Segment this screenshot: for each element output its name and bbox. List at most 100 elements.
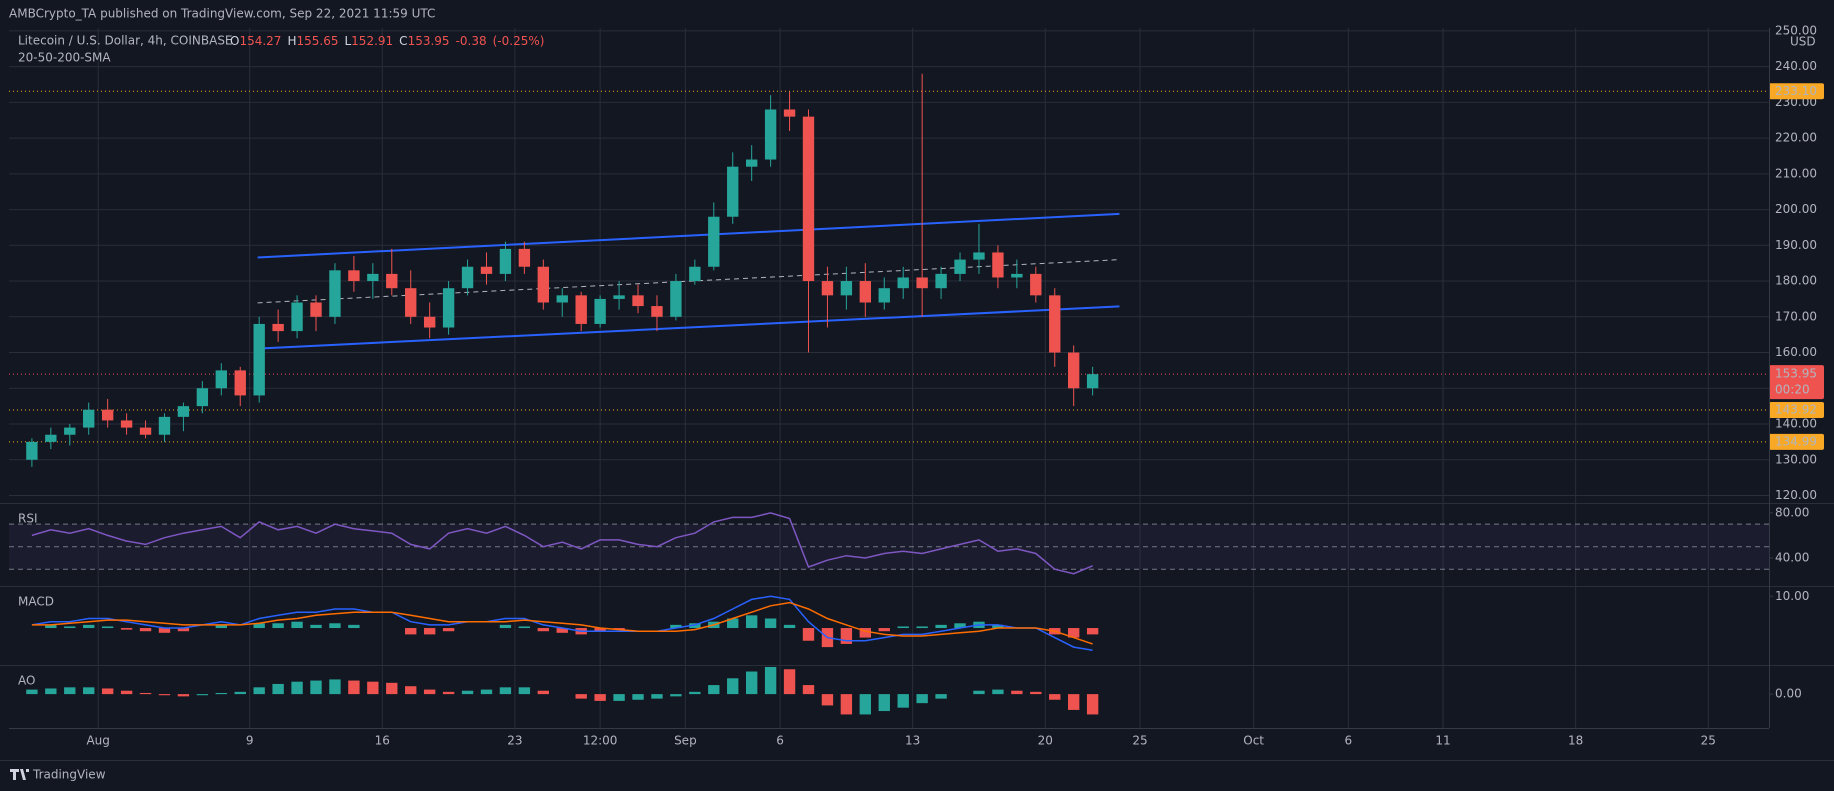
ao-bar — [234, 691, 246, 695]
y-tick-label: 140.00 — [1775, 417, 1817, 431]
ao-bar — [367, 681, 379, 695]
candle-body — [386, 273, 398, 289]
ao-bar — [83, 687, 95, 695]
histogram-bar — [253, 623, 265, 629]
histogram-bar — [45, 624, 57, 629]
histogram-bar — [859, 628, 872, 638]
histogram-bar — [802, 628, 815, 641]
candle-body — [613, 295, 625, 299]
ao-bar — [575, 694, 587, 699]
candle-body — [461, 266, 474, 289]
ao-bar — [405, 686, 417, 695]
histogram-bar — [897, 626, 909, 629]
y-tick-label: 40.00 — [1775, 550, 1809, 564]
candle-body — [745, 159, 758, 167]
y-tick-label: 210.00 — [1775, 166, 1817, 180]
symbol-legend: Litecoin / U.S. Dollar, 4h, COINBASE — [18, 34, 233, 48]
level-label: 233.10 — [1775, 84, 1817, 98]
x-tick-label: 20 — [1038, 734, 1053, 748]
x-tick-label: 9 — [246, 734, 254, 748]
ao-bar — [101, 688, 114, 695]
candle-body — [272, 323, 284, 332]
ohlc-label: O — [230, 34, 239, 48]
candle-body — [1011, 273, 1023, 278]
y-tick-label: 190.00 — [1775, 238, 1817, 252]
last-price-box — [1769, 365, 1824, 400]
x-tick-label: 23 — [507, 734, 522, 748]
ao-bar — [45, 688, 57, 695]
candle-body — [783, 109, 796, 117]
candle-body — [1030, 273, 1042, 296]
ohlc-value: 152.91 — [351, 34, 393, 48]
candle-body — [310, 302, 322, 317]
pane-separator — [0, 586, 1834, 587]
x-tick-label: 16 — [375, 734, 390, 748]
ao-bar — [215, 692, 227, 695]
ao-bar — [802, 685, 815, 695]
ao-bar — [916, 694, 928, 704]
x-tick-label: 6 — [776, 734, 784, 748]
ao-bar — [310, 680, 322, 695]
footer: TradingView — [32, 768, 106, 782]
ao-bar — [196, 694, 209, 696]
candle-body — [916, 277, 928, 289]
last-price-label: 153.95 — [1775, 367, 1817, 381]
candle-body — [1067, 352, 1080, 389]
candle-body — [64, 427, 76, 435]
ao-bar — [253, 687, 265, 695]
y-tick-label: 80.00 — [1775, 505, 1809, 519]
ao-bar — [1011, 690, 1023, 695]
candle-body — [954, 259, 966, 274]
ao-bar — [499, 687, 512, 695]
ao-bar — [1049, 694, 1061, 700]
candle-body — [878, 288, 890, 303]
candle-body — [101, 409, 114, 421]
ao-bar — [935, 694, 947, 699]
candle-body — [689, 266, 701, 282]
candle-body — [537, 266, 549, 303]
ohlc-label: H — [287, 34, 296, 48]
histogram-bar — [556, 628, 568, 633]
y-tick-label: 10.00 — [1775, 589, 1809, 603]
ao-bar — [878, 694, 890, 712]
candle-body — [26, 441, 38, 460]
histogram-bar — [954, 623, 966, 629]
candle-body — [120, 420, 133, 428]
ao-bar — [840, 694, 853, 715]
histogram-bar — [764, 618, 777, 629]
candle-body — [348, 270, 360, 282]
ao-bar — [139, 692, 152, 695]
x-tick-label: 11 — [1435, 734, 1450, 748]
ohlc-value: 153.95 — [408, 34, 450, 48]
candle-body — [897, 277, 909, 289]
candle-body — [973, 252, 985, 260]
x-tick-label: 6 — [1345, 734, 1353, 748]
histogram-bar — [727, 618, 739, 629]
ao-bar — [272, 683, 284, 695]
histogram-bar — [537, 628, 549, 632]
indicator-line — [31, 595, 1093, 652]
x-tick-label: 18 — [1568, 734, 1583, 748]
candle-body — [992, 252, 1004, 278]
x-tick-label: Sep — [674, 734, 697, 748]
trendline — [257, 212, 1120, 259]
pane-title: MACD — [18, 595, 54, 609]
panes: Aug 9 16 23 12:00 Sep 6 13 20 25 Oct 6 11 18 25 120.00 1… — [9, 23, 1824, 748]
histogram-bar — [689, 623, 701, 629]
ao-bar — [518, 687, 531, 695]
histogram-bar — [499, 624, 512, 629]
candle-body — [177, 406, 190, 417]
histogram-bar — [840, 628, 853, 644]
histogram-bar — [1086, 628, 1099, 635]
ao-bar — [537, 690, 549, 695]
ao-bar — [632, 694, 644, 700]
level-box — [1769, 402, 1824, 419]
y-tick-label: 240.00 — [1775, 59, 1817, 73]
candle-body — [215, 370, 227, 389]
candle-body — [499, 248, 512, 274]
candle-body — [329, 270, 341, 317]
histogram-bar — [291, 621, 303, 629]
y-tick-label: 250.00 — [1775, 23, 1817, 37]
ao-bar — [329, 679, 341, 695]
